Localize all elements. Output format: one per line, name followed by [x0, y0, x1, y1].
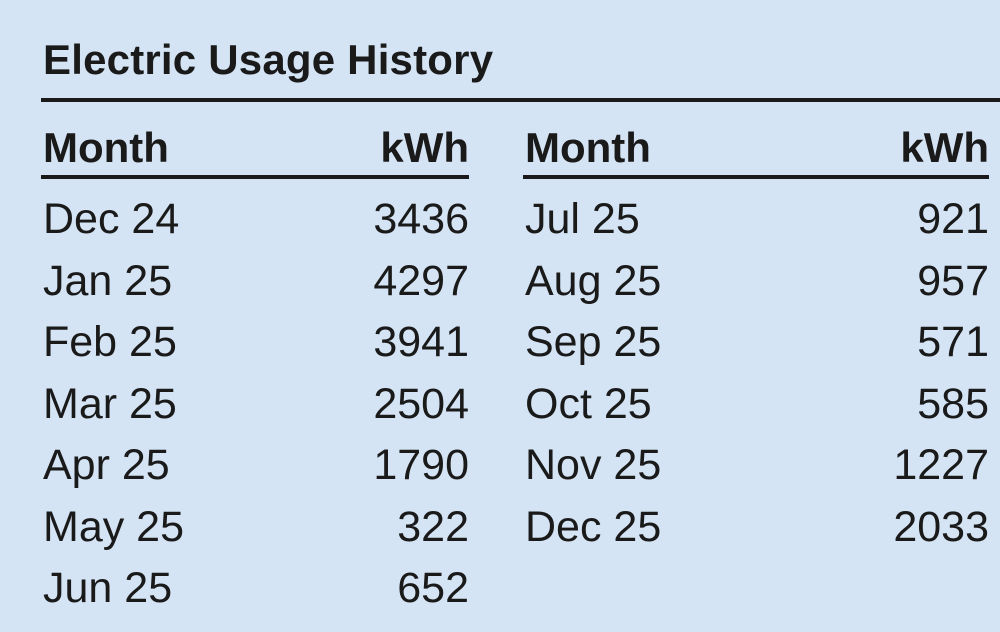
month-cell: Jan 25 [43, 256, 173, 305]
header-divider [523, 175, 989, 179]
table-row: Apr 25 1790 [43, 439, 469, 501]
table-body: Jul 25 921 Aug 25 957 Sep 25 571 Oct 25 … [525, 193, 989, 562]
table-row: May 25 322 [43, 501, 469, 563]
table-row: Feb 25 3941 [43, 316, 469, 378]
kwh-cell: 2033 [893, 502, 989, 551]
table-row: Jul 25 921 [525, 193, 989, 255]
month-column-header: Month [525, 124, 651, 171]
kwh-cell: 957 [917, 256, 989, 305]
month-cell: Apr 25 [43, 441, 170, 489]
kwh-column-header: kWh [380, 124, 469, 171]
kwh-cell: 921 [917, 195, 989, 243]
month-cell: May 25 [43, 502, 185, 551]
month-cell: Sep 25 [525, 318, 662, 366]
table-row: Sep 25 571 [525, 316, 989, 378]
table-row: Mar 25 2504 [43, 378, 469, 440]
month-cell: Dec 24 [43, 195, 180, 243]
usage-table-right: Month kWh Jul 25 921 Aug 25 957 Sep 25 5… [523, 120, 989, 562]
month-cell: Aug 25 [525, 256, 662, 305]
kwh-cell: 322 [397, 502, 469, 551]
month-cell: Mar 25 [43, 379, 177, 428]
kwh-cell: 1790 [373, 441, 469, 489]
kwh-cell: 3436 [373, 195, 469, 243]
usage-table-left: Month kWh Dec 24 3436 Jan 25 4297 Feb 25… [41, 120, 469, 624]
table-row: Aug 25 957 [525, 255, 989, 317]
table-body: Dec 24 3436 Jan 25 4297 Feb 25 3941 Mar … [43, 193, 469, 624]
table-header: Month kWh [43, 120, 469, 175]
month-cell: Feb 25 [43, 318, 177, 366]
kwh-cell: 2504 [373, 379, 469, 428]
kwh-cell: 4297 [373, 256, 469, 305]
month-cell: Oct 25 [525, 379, 652, 428]
month-cell: Nov 25 [525, 441, 662, 489]
month-cell: Jul 25 [525, 195, 640, 243]
table-row: Oct 25 585 [525, 378, 989, 440]
page-title: Electric Usage History [43, 36, 494, 83]
table-row: Nov 25 1227 [525, 439, 989, 501]
kwh-column-header: kWh [900, 124, 989, 171]
table-row: Dec 25 2033 [525, 501, 989, 563]
table-row: Jun 25 652 [43, 562, 469, 624]
kwh-cell: 652 [397, 564, 469, 612]
kwh-cell: 3941 [373, 318, 469, 366]
table-row: Dec 24 3436 [43, 193, 469, 255]
table-row: Jan 25 4297 [43, 255, 469, 317]
month-cell: Jun 25 [43, 564, 173, 612]
header-divider [41, 175, 469, 179]
table-header: Month kWh [525, 120, 989, 175]
kwh-cell: 1227 [893, 441, 989, 489]
title-divider [41, 98, 1000, 102]
month-column-header: Month [43, 124, 169, 171]
kwh-cell: 585 [917, 379, 989, 428]
kwh-cell: 571 [917, 318, 989, 366]
month-cell: Dec 25 [525, 502, 662, 551]
